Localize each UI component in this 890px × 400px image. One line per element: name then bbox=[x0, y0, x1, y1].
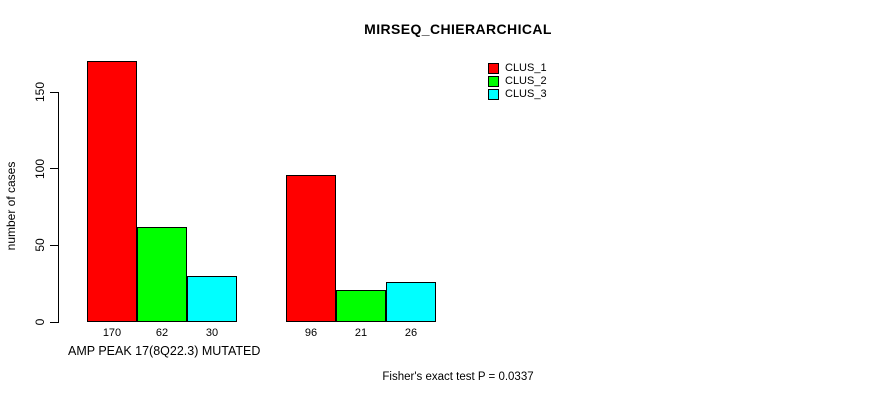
y-axis-tick bbox=[50, 168, 58, 170]
y-axis-tick-label: 150 bbox=[33, 81, 47, 103]
legend-label: CLUS_2 bbox=[505, 75, 547, 87]
legend-color-swatch bbox=[488, 63, 499, 74]
y-axis-tick bbox=[50, 91, 58, 93]
y-axis-line bbox=[58, 92, 59, 323]
y-axis-label: number of cases bbox=[4, 161, 18, 251]
legend-color-swatch bbox=[488, 89, 499, 100]
legend-item: CLUS_2 bbox=[488, 75, 547, 88]
bar-value-label: 21 bbox=[354, 327, 368, 339]
y-axis-tick bbox=[50, 244, 58, 246]
legend-item: CLUS_1 bbox=[488, 62, 547, 75]
bar-clus_3-group1 bbox=[187, 276, 237, 322]
bar-clus_2-group2 bbox=[336, 290, 386, 322]
bar-clus_1-group2 bbox=[286, 175, 336, 322]
x-axis-group-label: AMP PEAK 17(8Q22.3) MUTATED bbox=[68, 344, 261, 358]
bar-clus_3-group2 bbox=[386, 282, 436, 322]
y-axis-tick bbox=[50, 321, 58, 323]
footnote: Fisher's exact test P = 0.0337 bbox=[382, 371, 534, 383]
bar-value-label: 96 bbox=[304, 327, 318, 339]
bar-value-label: 62 bbox=[155, 327, 169, 339]
bar-clus_1-group1 bbox=[87, 61, 137, 322]
chart-title: MIRSEQ_CHIERARCHICAL bbox=[364, 21, 552, 37]
y-axis-tick-label: 0 bbox=[33, 318, 47, 326]
legend-color-swatch bbox=[488, 76, 499, 87]
bar-value-label: 30 bbox=[205, 327, 219, 339]
bar-clus_2-group1 bbox=[137, 227, 187, 322]
legend-label: CLUS_3 bbox=[505, 88, 547, 100]
bar-value-label: 170 bbox=[102, 327, 122, 339]
legend-label: CLUS_1 bbox=[505, 62, 547, 74]
y-axis-tick-label: 50 bbox=[33, 238, 47, 253]
legend: CLUS_1 CLUS_2 CLUS_3 bbox=[488, 62, 547, 101]
y-axis-tick-label: 100 bbox=[33, 158, 47, 179]
legend-item: CLUS_3 bbox=[488, 88, 547, 101]
bar-value-label: 26 bbox=[404, 327, 418, 339]
